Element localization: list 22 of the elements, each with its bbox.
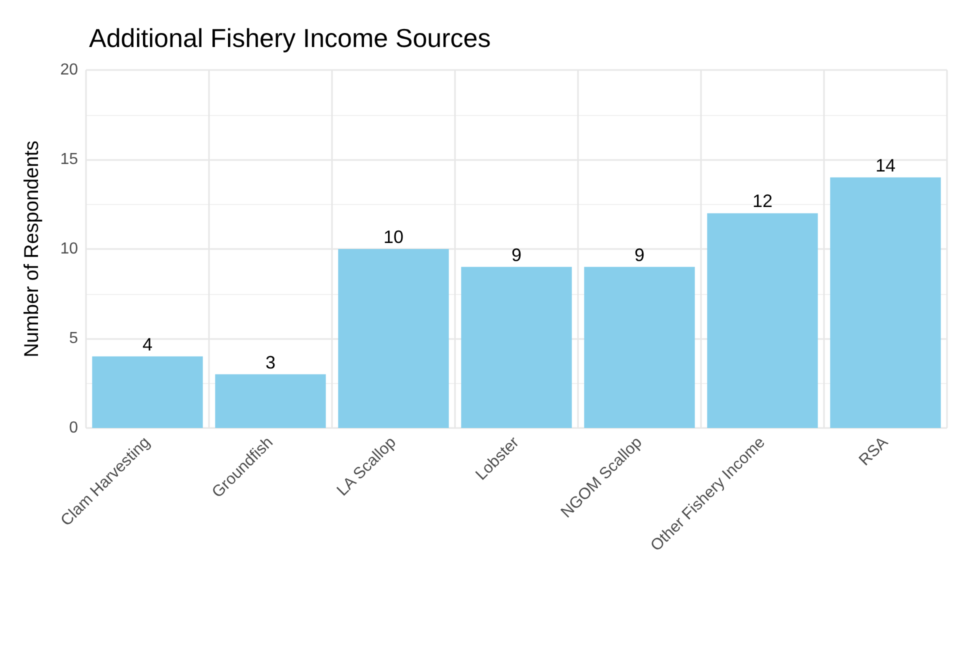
- data-label: 9: [511, 244, 522, 265]
- y-tick-label: 10: [60, 240, 78, 258]
- x-tick-label: RSA: [856, 434, 892, 470]
- data-label: 9: [634, 244, 645, 265]
- y-tick-label: 5: [69, 330, 78, 347]
- bar: [584, 266, 695, 428]
- data-label: 4: [142, 334, 153, 354]
- y-tick-label: 20: [60, 62, 78, 78]
- bar: [215, 374, 326, 428]
- data-label: 12: [752, 191, 773, 212]
- bar: [92, 356, 203, 428]
- y-tick-label: 0: [69, 420, 78, 436]
- bar: [338, 249, 449, 428]
- data-label: 3: [265, 352, 276, 372]
- data-label: 10: [383, 227, 404, 247]
- bar: [707, 213, 818, 428]
- y-tick-label: 15: [60, 151, 78, 168]
- bar: [461, 266, 572, 428]
- bar: [830, 177, 941, 428]
- y-axis-title: Number of Respondents: [21, 140, 43, 358]
- chart-title: Additional Fishery Income Sources: [89, 23, 491, 53]
- data-label: 14: [875, 155, 896, 176]
